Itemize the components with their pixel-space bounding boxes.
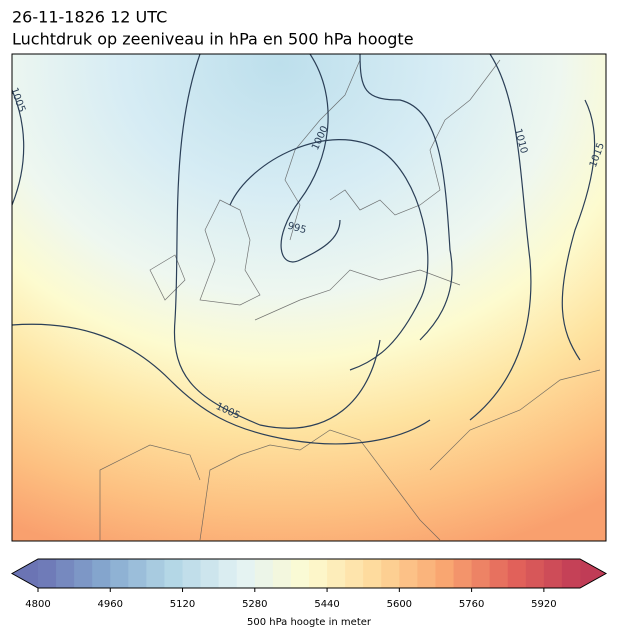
colorbar-segment xyxy=(146,559,165,588)
colorbar-segment xyxy=(345,559,364,588)
colorbar-segment xyxy=(182,559,202,588)
subtitle: Luchtdruk op zeeniveau in hPa en 500 hPa… xyxy=(12,30,414,49)
colorbar-tick-label: 5760 xyxy=(459,599,484,610)
colorbar-segment xyxy=(507,559,527,588)
colorbar-segment xyxy=(489,559,509,588)
colorbar-tick-label: 5600 xyxy=(387,599,412,610)
height-field xyxy=(12,54,606,541)
map-frame xyxy=(11,53,607,542)
colorbar-extend-low xyxy=(12,559,38,588)
colorbar-tick-label: 5280 xyxy=(242,599,267,610)
colorbar-segment xyxy=(236,559,256,588)
colorbar-segment xyxy=(128,559,147,588)
colorbar-segment xyxy=(381,559,400,588)
colorbar-segment xyxy=(417,559,436,588)
colorbar-tick-label: 5920 xyxy=(531,599,556,610)
colorbar-segment xyxy=(56,559,75,588)
colorbar: 4800 4960 5120 5280 5440 5600 5760 5920 xyxy=(10,558,608,610)
colorbar-segment xyxy=(290,559,310,588)
map: 1005 1000 1010 1015 995 1005 xyxy=(12,54,606,541)
colorbar-segment xyxy=(327,559,346,588)
colorbar-segment xyxy=(218,559,238,588)
colorbar-segment xyxy=(399,559,418,588)
colorbar-label: 500 hPa hoogte in meter xyxy=(247,617,372,628)
contour-label: 995 xyxy=(286,221,307,237)
colorbar-segment xyxy=(543,559,563,588)
colorbar-segment xyxy=(272,559,292,588)
colorbar-segment xyxy=(453,559,473,588)
colorbar-segment xyxy=(561,559,581,588)
colorbar-segment xyxy=(471,559,491,588)
colorbar-segment xyxy=(200,559,220,588)
colorbar-tick-label: 4960 xyxy=(98,599,123,610)
coastlines xyxy=(99,59,601,541)
colorbar-segment xyxy=(363,559,382,588)
colorbar-tick-label: 5440 xyxy=(314,599,339,610)
colorbar-segment xyxy=(254,559,274,588)
colorbar-segment xyxy=(525,559,545,588)
title: 26-11-1826 12 UTC xyxy=(12,8,167,27)
colorbar-tick-label: 5120 xyxy=(170,599,195,610)
colorbar-segment xyxy=(110,559,129,588)
colorbar-segment xyxy=(92,559,111,588)
colorbar-tick-label: 4800 xyxy=(25,599,50,610)
colorbar-segment xyxy=(38,559,57,588)
colorbar-segment xyxy=(309,559,328,588)
colorbar-extend-high xyxy=(580,559,606,588)
colorbar-segment xyxy=(435,559,455,588)
colorbar-segment xyxy=(164,559,184,588)
isobars xyxy=(12,54,596,445)
colorbar-segment xyxy=(74,559,93,588)
